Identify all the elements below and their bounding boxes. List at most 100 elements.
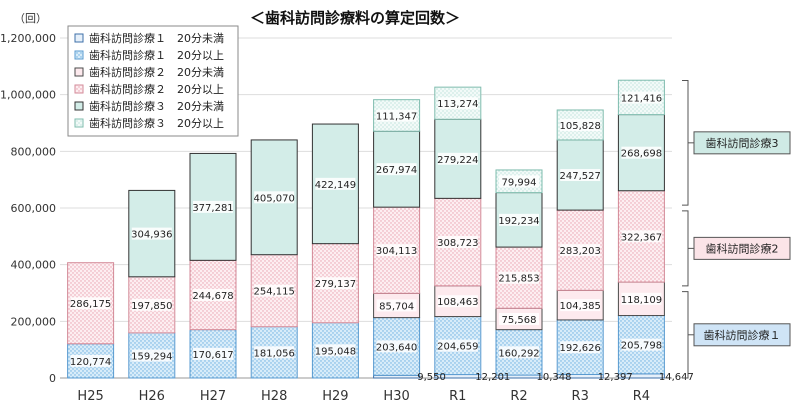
data-labels: 120,774 286,175 159,294 197,850 304,936 170,6… [70,91,694,383]
data-label: 9,550 [417,372,446,383]
legend-swatch [74,118,84,128]
data-label-bg [560,341,601,354]
data-label: 113,274 [437,99,478,110]
data-label-bg [560,244,601,257]
data-label: 197,850 [131,301,172,312]
data-label: 105,828 [560,121,601,132]
legend-swatch [74,101,84,111]
data-label-bg [254,191,295,204]
data-label-bg [131,349,172,362]
data-label-bg [560,118,601,131]
data-label: 244,678 [192,291,233,302]
data-label-bg [193,288,233,301]
data-label-bg [131,227,172,240]
y-axis: 0 200,000 400,000 600,000 800,000 1,000,000 1,… [0,32,56,385]
data-label-bg [193,200,233,213]
category-label-box [693,323,791,347]
category-label-box [693,131,791,155]
category-label-box [693,236,791,260]
x-tick-label: H30 [383,389,409,404]
x-tick-label: H26 [139,389,165,404]
data-label-bg [560,299,601,312]
data-label: 304,113 [376,246,417,257]
data-label: 192,626 [560,343,601,354]
legend-label: 歯科訪問診療３ 20分以上 [89,116,224,130]
y-tick-label: 800,000 [11,145,57,158]
bracket [682,80,689,206]
data-label: 195,048 [315,346,356,357]
data-label: 304,936 [131,230,172,241]
data-label-bg [131,298,172,311]
y-tick-label: 400,000 [11,259,57,272]
legend-box [67,25,239,137]
data-label-bg [499,213,539,226]
data-label-bg [437,236,478,249]
data-label-bg [315,277,356,290]
data-label-bg [621,91,662,104]
data-label: 120,774 [70,357,111,368]
data-label: 14,647 [659,372,694,383]
data-label: 12,201 [475,372,510,383]
data-label: 268,698 [621,149,662,160]
y-tick-label: 0 [49,372,56,385]
data-label-bg [376,109,417,122]
data-label: 279,224 [437,155,478,166]
data-label-bg [437,339,478,352]
data-label: 405,070 [254,193,295,204]
data-label: 159,294 [131,351,172,362]
data-label: 247,527 [560,171,601,182]
data-label-bg [499,346,539,359]
data-label-bg [254,346,295,359]
data-label: 121,416 [621,93,662,104]
data-label-bg [376,340,417,353]
data-label-bg [621,146,662,159]
x-tick-label: R2 [510,389,527,404]
x-tick-label: R3 [572,389,589,404]
data-label-bg [560,169,601,182]
x-tick-label: H28 [261,389,287,404]
data-label: 108,463 [437,297,478,308]
x-tick-label: H27 [200,389,226,404]
data-label: 181,056 [254,348,295,359]
data-label-bg [499,175,539,188]
category-label: 歯科訪問診療3 [706,136,779,150]
data-label-bg [376,163,417,176]
data-label-bg [437,295,478,308]
legend-label: 歯科訪問診療２ 20分未満 [89,65,224,79]
data-label: 205,798 [621,341,662,352]
data-label: 12,397 [598,372,633,383]
legend-label: 歯科訪問診療１ 20分以上 [89,48,224,62]
data-label-bg [254,284,295,297]
data-label: 254,115 [254,287,295,298]
x-tick-label: R1 [449,389,466,404]
x-tick-label: H25 [77,389,103,404]
data-label: 215,853 [498,274,539,285]
legend-swatch [74,67,84,77]
data-label-bg [499,312,539,325]
legend-label: 歯科訪問診療３ 20分未満 [89,99,224,113]
y-axis-unit: （回） [14,12,47,25]
category-label: 歯科訪問診療2 [706,241,779,255]
y-tick-label: 1,200,000 [0,32,56,45]
y-tick-label: 200,000 [11,315,57,328]
data-label: 267,974 [376,165,417,176]
data-label-bg [376,244,417,257]
data-label: 85,704 [379,301,414,312]
data-label-bg [70,297,111,310]
data-label: 104,385 [560,301,601,312]
legend-swatch [74,33,84,43]
data-label-bg [621,338,662,351]
data-label: 204,659 [437,342,478,353]
data-label: 10,348 [537,372,572,383]
legend-swatch [74,84,84,94]
data-label: 118,109 [621,295,662,306]
bracket [682,210,689,287]
data-label-bg [315,177,356,190]
data-label: 283,203 [560,246,601,257]
data-label: 308,723 [437,238,478,249]
chart-title: ＜歯科訪問診療料の算定回数＞ [250,9,460,27]
data-label-bg [437,97,478,110]
data-label: 192,234 [498,216,539,227]
data-label-bg [376,299,417,312]
